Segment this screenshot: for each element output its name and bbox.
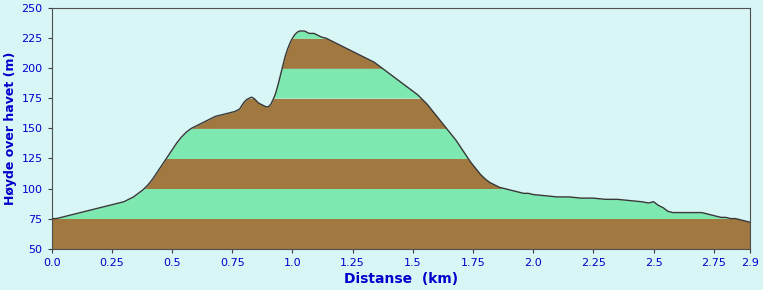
- X-axis label: Distanse  (km): Distanse (km): [343, 272, 458, 286]
- Y-axis label: Høyde over havet (m): Høyde over havet (m): [4, 52, 17, 205]
